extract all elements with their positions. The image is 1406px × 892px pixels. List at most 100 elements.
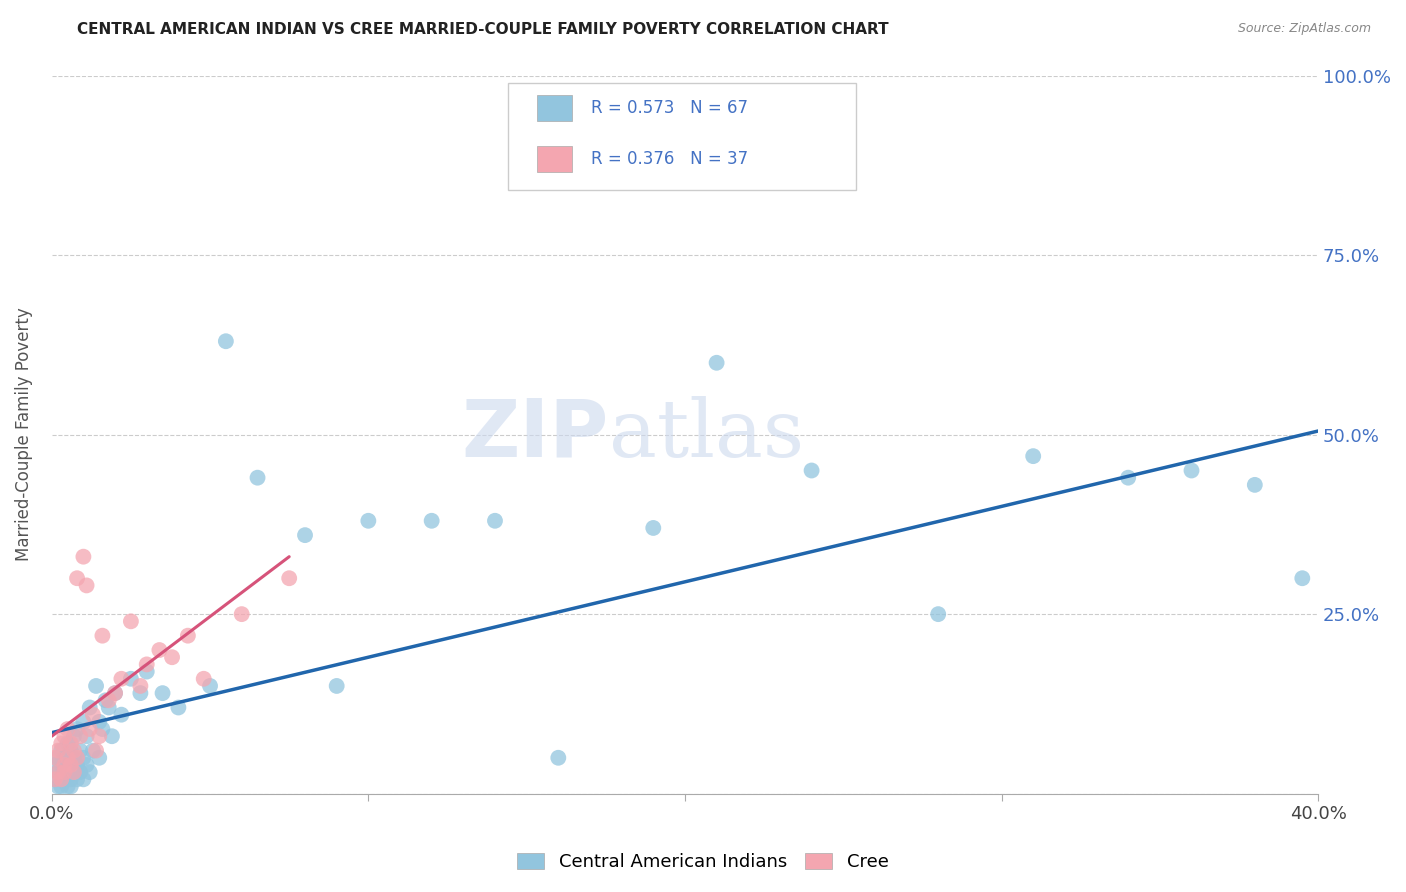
Point [59,736,82,750]
Point [56,722,79,736]
Point [325,679,347,693]
Point [120,672,142,686]
Point [420,514,443,528]
Point [76,729,98,743]
Point [357,514,380,528]
Point [278,571,301,585]
Text: R = 0.573   N = 67: R = 0.573 N = 67 [592,99,748,118]
Point [94,693,117,707]
Point [82,743,104,757]
Point [63,765,86,780]
Point [59,758,82,772]
Point [79,722,101,736]
Point [76,578,98,592]
Point [51,758,73,772]
Point [44,772,66,787]
Point [89,729,111,743]
Point [51,780,73,794]
Point [51,736,73,750]
Point [110,672,132,686]
Point [1116,471,1139,485]
Point [104,686,127,700]
Text: Source: ZipAtlas.com: Source: ZipAtlas.com [1237,22,1371,36]
Point [97,700,120,714]
Point [101,729,124,743]
Point [927,607,949,621]
Point [69,765,91,780]
Point [59,758,82,772]
Point [76,758,98,772]
Point [66,571,89,585]
Point [72,714,94,729]
Point [46,765,69,780]
Point [46,765,69,780]
Point [59,743,82,757]
Point [89,751,111,765]
Point [46,780,69,794]
Point [66,722,89,736]
Point [69,729,91,743]
FancyBboxPatch shape [508,83,856,190]
Point [59,780,82,794]
Point [246,471,269,485]
Point [66,758,89,772]
Point [91,722,114,736]
Point [800,463,823,477]
Point [56,765,79,780]
Point [104,686,127,700]
Point [56,751,79,765]
Point [56,736,79,750]
Point [135,657,157,672]
Text: atlas: atlas [609,395,804,474]
Legend: Central American Indians, Cree: Central American Indians, Cree [510,846,896,879]
Point [148,643,170,657]
Point [110,707,132,722]
Point [63,729,86,743]
Point [135,665,157,679]
Point [82,707,104,722]
Text: ZIP: ZIP [461,395,609,474]
Point [72,549,94,564]
Point [215,334,238,349]
Text: CENTRAL AMERICAN INDIAN VS CREE MARRIED-COUPLE FAMILY POVERTY CORRELATION CHART: CENTRAL AMERICAN INDIAN VS CREE MARRIED-… [77,22,889,37]
Point [706,356,728,370]
Point [69,743,91,757]
Point [84,743,107,757]
Point [53,765,76,780]
Point [198,679,221,693]
Point [46,743,69,757]
Point [59,772,82,787]
Point [84,679,107,693]
FancyBboxPatch shape [537,95,572,121]
Point [53,758,76,772]
Point [177,629,200,643]
Y-axis label: Married-Couple Family Poverty: Married-Couple Family Poverty [15,308,32,561]
Point [51,743,73,757]
Point [1022,449,1045,463]
Point [51,772,73,787]
Point [89,714,111,729]
Point [56,780,79,794]
Point [129,686,152,700]
Point [160,650,183,665]
Point [91,629,114,643]
Point [72,772,94,787]
Point [46,751,69,765]
Point [1291,571,1313,585]
Point [44,751,66,765]
Point [484,514,506,528]
Point [1180,463,1202,477]
FancyBboxPatch shape [537,145,572,172]
Point [79,700,101,714]
Point [231,607,253,621]
Point [294,528,316,542]
Point [44,772,66,787]
Point [51,772,73,787]
Point [63,743,86,757]
Point [53,765,76,780]
Point [66,751,89,765]
Point [167,700,190,714]
Point [79,765,101,780]
Point [66,772,89,787]
Point [1243,478,1265,492]
